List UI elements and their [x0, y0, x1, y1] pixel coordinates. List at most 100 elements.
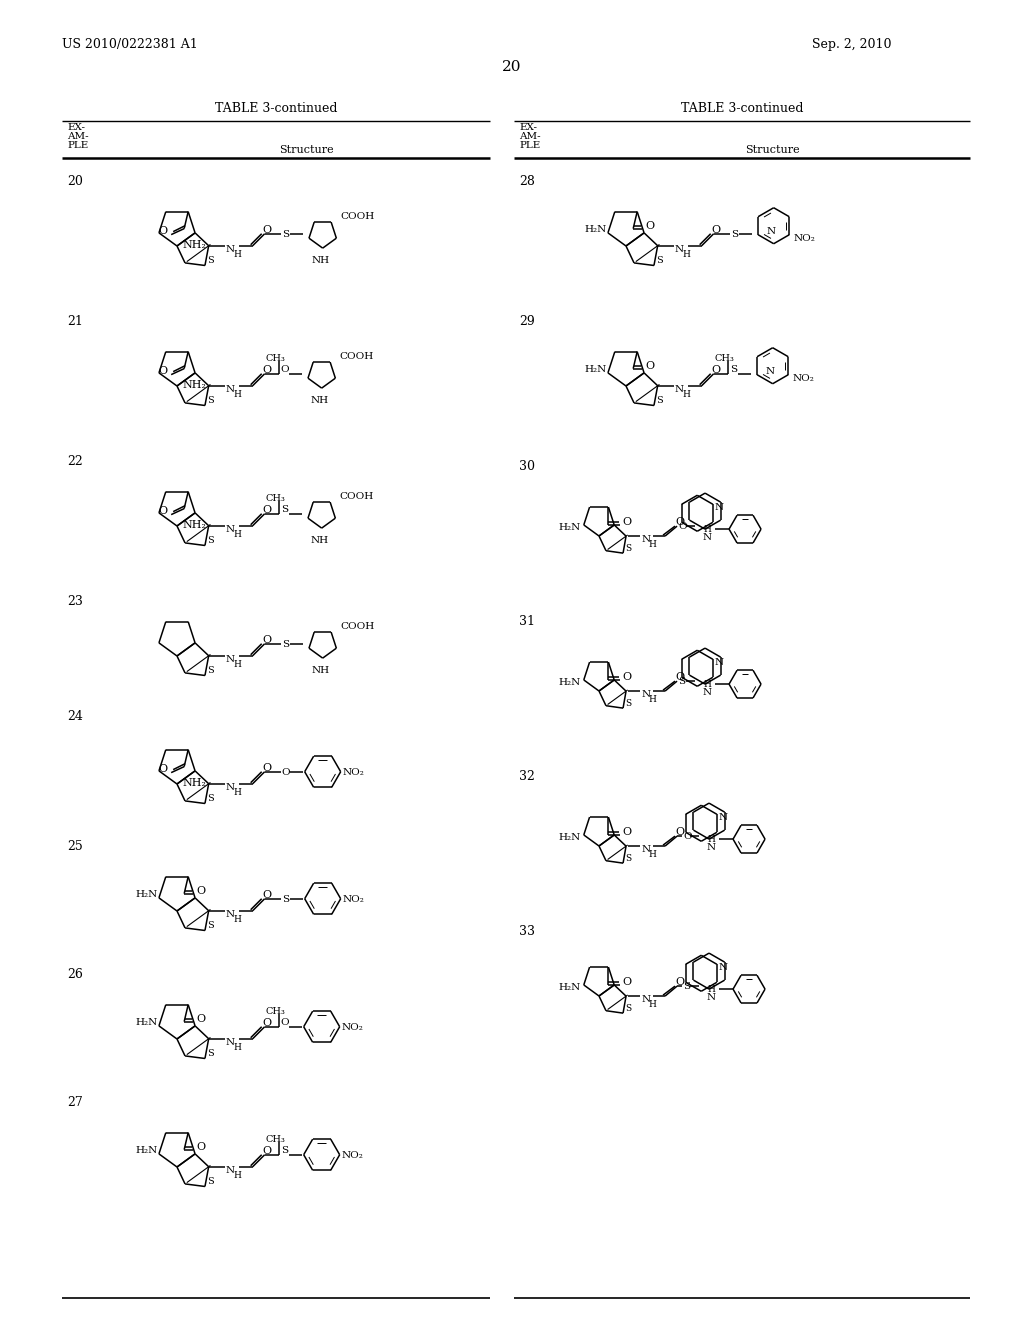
- Text: N: N: [707, 843, 716, 853]
- Text: NH₂: NH₂: [182, 520, 206, 529]
- Text: 27: 27: [67, 1096, 83, 1109]
- Text: TABLE 3-continued: TABLE 3-continued: [681, 102, 803, 115]
- Text: 26: 26: [67, 968, 83, 981]
- Text: US 2010/0222381 A1: US 2010/0222381 A1: [62, 38, 198, 51]
- Text: S: S: [730, 366, 737, 375]
- Text: N: N: [641, 845, 650, 854]
- Text: 23: 23: [67, 595, 83, 609]
- Text: NH₂: NH₂: [182, 380, 206, 389]
- Text: 21: 21: [67, 315, 83, 327]
- Text: S: S: [625, 698, 631, 708]
- Text: O: O: [159, 366, 168, 376]
- Text: O: O: [675, 828, 684, 837]
- Text: O: O: [197, 1142, 205, 1151]
- Text: H₂N: H₂N: [136, 1146, 158, 1155]
- Text: H: H: [233, 660, 242, 669]
- Text: H: H: [233, 915, 242, 924]
- Text: O: O: [675, 672, 684, 682]
- Text: N: N: [702, 688, 712, 697]
- Text: O: O: [678, 523, 687, 531]
- Text: O: O: [159, 226, 168, 236]
- Text: H: H: [233, 251, 242, 259]
- Text: S: S: [282, 895, 289, 904]
- Text: CH₃: CH₃: [266, 1007, 286, 1015]
- Text: NH: NH: [311, 665, 330, 675]
- Text: H: H: [683, 251, 690, 259]
- Text: N: N: [675, 385, 684, 395]
- Text: S: S: [207, 795, 214, 803]
- Text: S: S: [625, 1003, 631, 1012]
- Text: Structure: Structure: [279, 145, 334, 154]
- Text: CH₃: CH₃: [715, 354, 734, 363]
- Text: O: O: [263, 890, 271, 900]
- Text: O: O: [159, 506, 168, 516]
- Text: H₂N: H₂N: [585, 226, 607, 234]
- Text: H₂N: H₂N: [585, 366, 607, 374]
- Text: 24: 24: [67, 710, 83, 723]
- Text: O: O: [197, 886, 205, 896]
- Text: N: N: [702, 533, 712, 543]
- Text: H: H: [708, 985, 715, 994]
- Text: O: O: [645, 220, 654, 231]
- Text: N: N: [714, 659, 723, 667]
- Text: EX-: EX-: [67, 123, 85, 132]
- Text: AM-: AM-: [67, 132, 89, 141]
- Text: H: H: [703, 680, 711, 689]
- Text: NH: NH: [310, 536, 329, 545]
- Text: 20: 20: [502, 59, 522, 74]
- Text: S: S: [207, 256, 214, 265]
- Text: O: O: [282, 768, 290, 776]
- Text: O: O: [281, 366, 290, 375]
- Text: N: N: [641, 689, 650, 698]
- Text: H: H: [648, 850, 656, 858]
- Text: S: S: [207, 536, 214, 545]
- Text: H₂N: H₂N: [558, 982, 581, 991]
- Text: S: S: [625, 854, 631, 863]
- Text: H: H: [648, 694, 656, 704]
- Text: S: S: [625, 544, 631, 553]
- Text: S: S: [207, 1049, 214, 1059]
- Text: N: N: [225, 385, 234, 395]
- Text: H: H: [683, 391, 690, 399]
- Text: N: N: [225, 1167, 234, 1175]
- Text: N: N: [225, 1039, 234, 1047]
- Text: NO₂: NO₂: [342, 1023, 364, 1032]
- Text: NO₂: NO₂: [794, 234, 815, 243]
- Text: H₂N: H₂N: [558, 833, 581, 842]
- Text: NO₂: NO₂: [343, 895, 365, 904]
- Text: S: S: [207, 396, 214, 405]
- Text: H: H: [233, 1171, 242, 1180]
- Text: NH₂: NH₂: [182, 240, 206, 249]
- Text: TABLE 3-continued: TABLE 3-continued: [215, 102, 337, 115]
- Text: CH₃: CH₃: [266, 494, 286, 503]
- Text: AM-: AM-: [519, 132, 541, 141]
- Text: N: N: [225, 783, 234, 792]
- Text: 28: 28: [519, 176, 535, 187]
- Text: O: O: [263, 364, 271, 375]
- Text: H: H: [708, 836, 715, 843]
- Text: N: N: [718, 813, 727, 822]
- Text: PLE: PLE: [519, 141, 541, 150]
- Text: S: S: [207, 667, 214, 675]
- Text: N: N: [707, 993, 716, 1002]
- Text: H: H: [648, 540, 656, 549]
- Text: S: S: [678, 677, 685, 686]
- Text: Sep. 2, 2010: Sep. 2, 2010: [812, 38, 892, 51]
- Text: S: S: [656, 256, 663, 265]
- Text: S: S: [281, 1146, 288, 1155]
- Text: 30: 30: [519, 459, 535, 473]
- Text: O: O: [263, 763, 271, 772]
- Text: N: N: [225, 655, 234, 664]
- Text: S: S: [282, 230, 289, 239]
- Text: COOH: COOH: [341, 622, 375, 631]
- Text: O: O: [675, 517, 684, 527]
- Text: COOH: COOH: [341, 211, 375, 220]
- Text: O: O: [197, 1014, 205, 1023]
- Text: EX-: EX-: [519, 123, 537, 132]
- Text: O: O: [675, 977, 684, 987]
- Text: N: N: [675, 246, 684, 255]
- Text: H₂N: H₂N: [136, 1018, 158, 1027]
- Text: O: O: [623, 672, 632, 682]
- Text: O: O: [645, 360, 654, 371]
- Text: S: S: [731, 230, 738, 239]
